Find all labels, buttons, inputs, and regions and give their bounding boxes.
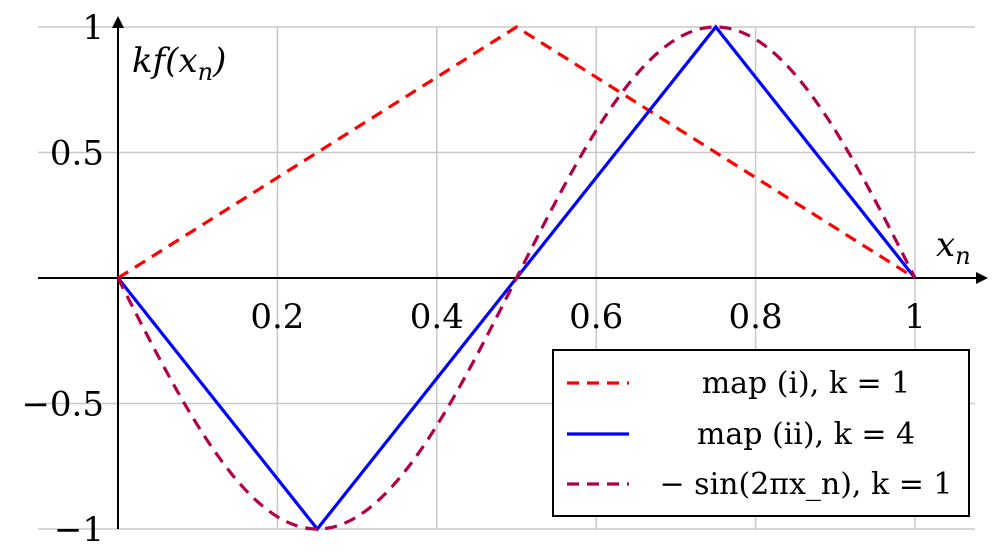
y-axis-label: kf(xn) <box>132 41 226 86</box>
series-group <box>116 24 917 532</box>
x-tick-label: 0.2 <box>250 297 304 337</box>
x-axis-label: xn <box>936 225 971 270</box>
axis-titles: kf(xn) xn <box>132 41 971 270</box>
y-tick-label: 0.5 <box>50 134 104 174</box>
axes <box>38 16 988 529</box>
y-axis-arrow <box>112 16 124 28</box>
x-tick-label: 0.6 <box>569 297 623 337</box>
y-axis-label-sub: n <box>198 58 213 86</box>
x-tick-label: 1 <box>904 297 926 337</box>
legend: map (i), k = 1 map (ii), k = 4 − sin(2πx_n… <box>552 349 970 517</box>
series-line-3 <box>116 25 917 531</box>
x-tick-label: 0.4 <box>410 297 464 337</box>
y-tick-label: −1 <box>54 510 104 550</box>
y-tick-label: −0.5 <box>21 385 104 425</box>
series-line-1 <box>117 25 916 280</box>
x-tick-label: 0.8 <box>729 297 783 337</box>
legend-label-1: map (i), k = 1 <box>702 366 911 401</box>
tick-labels: 0.2 0.4 0.6 0.8 1 −1 −0.5 0.5 1 <box>21 8 925 550</box>
x-axis-label-sub: n <box>955 242 970 270</box>
x-axis-label-main: x <box>936 225 955 265</box>
y-tick-label: 1 <box>82 8 104 48</box>
y-axis-label-prefix: kf(x <box>132 41 198 81</box>
legend-label-3: − sin(2πx_n), k = 1 <box>660 467 953 502</box>
legend-label-2: map (ii), k = 4 <box>697 417 915 452</box>
x-axis-arrow <box>976 272 988 284</box>
y-axis-label-suffix: ) <box>212 41 226 81</box>
